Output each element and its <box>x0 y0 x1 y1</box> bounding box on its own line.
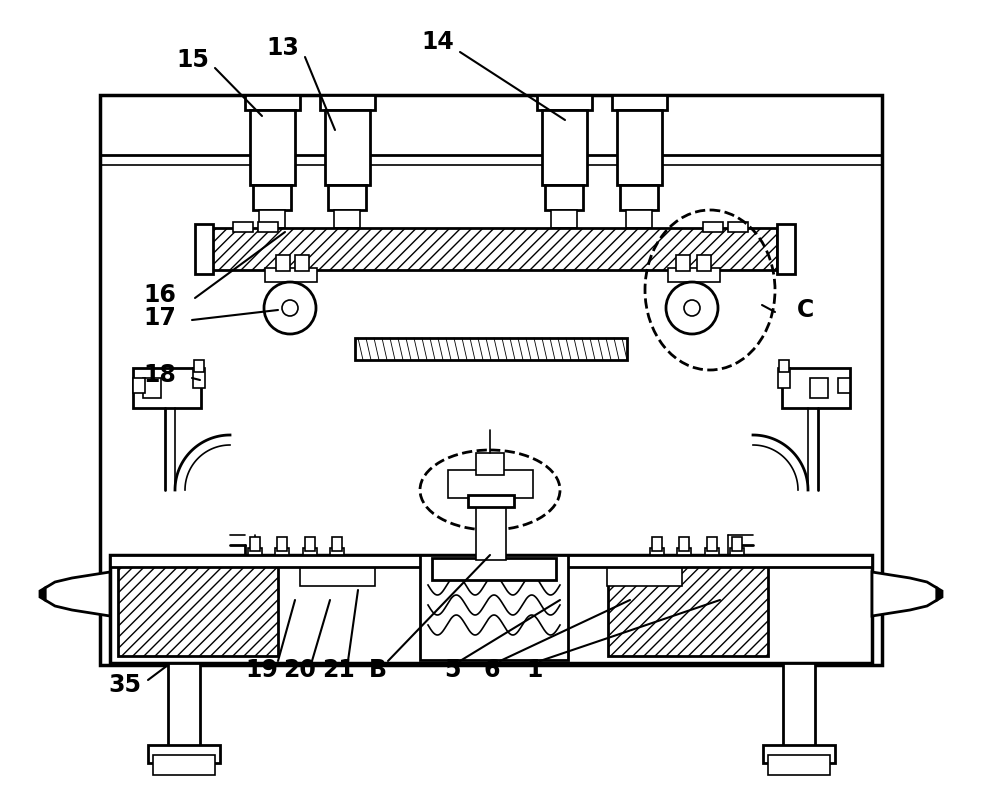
Bar <box>608 558 768 656</box>
Bar <box>476 500 506 560</box>
Text: 15: 15 <box>177 48 209 72</box>
Bar <box>276 255 290 271</box>
Bar <box>233 222 253 232</box>
Bar <box>679 537 689 551</box>
Bar <box>332 537 342 551</box>
Bar <box>707 537 717 551</box>
Bar <box>305 537 315 551</box>
Polygon shape <box>872 572 937 616</box>
Bar <box>300 558 375 586</box>
Bar <box>697 255 711 271</box>
Bar <box>730 548 744 562</box>
Bar <box>650 548 664 562</box>
Bar <box>626 210 652 228</box>
Bar <box>195 224 213 274</box>
Bar <box>732 537 742 551</box>
Bar <box>607 558 682 586</box>
Bar <box>768 755 830 775</box>
Bar <box>110 555 872 663</box>
Bar <box>668 268 720 282</box>
Text: 16: 16 <box>143 283 177 307</box>
Bar <box>838 378 850 393</box>
Text: 1: 1 <box>527 658 543 682</box>
Polygon shape <box>45 572 110 616</box>
Bar <box>253 185 291 210</box>
Bar <box>148 745 220 763</box>
Bar <box>728 222 748 232</box>
Bar <box>542 110 587 185</box>
Bar <box>612 95 667 110</box>
Bar <box>448 470 533 498</box>
Bar <box>782 368 850 408</box>
Bar <box>783 663 815 753</box>
Text: 17: 17 <box>143 306 177 330</box>
Bar <box>133 378 145 393</box>
Bar <box>205 228 777 270</box>
Text: C: C <box>797 298 813 322</box>
Bar <box>476 453 504 475</box>
Bar <box>432 558 556 580</box>
Bar <box>133 368 201 408</box>
Text: 19: 19 <box>245 658 279 682</box>
Bar <box>355 338 627 360</box>
Bar <box>100 95 882 665</box>
Bar <box>778 368 790 388</box>
Text: 21: 21 <box>322 658 354 682</box>
Bar <box>295 255 309 271</box>
Bar <box>677 548 691 562</box>
Bar <box>303 548 317 562</box>
Bar <box>545 185 583 210</box>
Bar <box>763 745 835 763</box>
Circle shape <box>282 300 298 316</box>
Bar <box>779 360 789 372</box>
Bar <box>705 548 719 562</box>
Circle shape <box>684 300 700 316</box>
Bar <box>110 555 872 567</box>
Bar <box>330 548 344 562</box>
Bar <box>620 185 658 210</box>
Bar <box>777 224 795 274</box>
Text: 20: 20 <box>284 658 317 682</box>
Bar <box>325 110 370 185</box>
Bar <box>676 255 690 271</box>
Bar <box>551 210 577 228</box>
Bar <box>259 210 285 228</box>
Circle shape <box>666 282 718 334</box>
Circle shape <box>264 282 316 334</box>
Text: B: B <box>369 658 387 682</box>
Bar <box>320 95 375 110</box>
Bar <box>537 95 592 110</box>
Bar <box>250 110 295 185</box>
Bar <box>248 548 262 562</box>
Bar <box>334 210 360 228</box>
Bar <box>703 222 723 232</box>
Text: 6: 6 <box>484 658 500 682</box>
Bar <box>617 110 662 185</box>
Bar <box>250 537 260 551</box>
Text: 5: 5 <box>443 658 460 682</box>
Bar <box>652 537 662 551</box>
Bar <box>258 222 278 232</box>
Bar <box>468 495 514 507</box>
Bar <box>420 555 568 660</box>
Bar <box>118 558 278 656</box>
Bar <box>168 663 200 753</box>
Bar <box>153 755 215 775</box>
Bar <box>143 378 161 398</box>
Text: 14: 14 <box>422 30 454 54</box>
Bar <box>245 95 300 110</box>
Polygon shape <box>937 588 942 600</box>
Text: 18: 18 <box>143 363 177 387</box>
Polygon shape <box>40 588 45 600</box>
Bar <box>193 368 205 388</box>
Bar <box>194 360 204 372</box>
Bar <box>265 268 317 282</box>
Bar <box>277 537 287 551</box>
Text: 35: 35 <box>109 673 141 697</box>
Text: 13: 13 <box>267 36 299 60</box>
Bar <box>810 378 828 398</box>
Bar <box>275 548 289 562</box>
Bar <box>328 185 366 210</box>
